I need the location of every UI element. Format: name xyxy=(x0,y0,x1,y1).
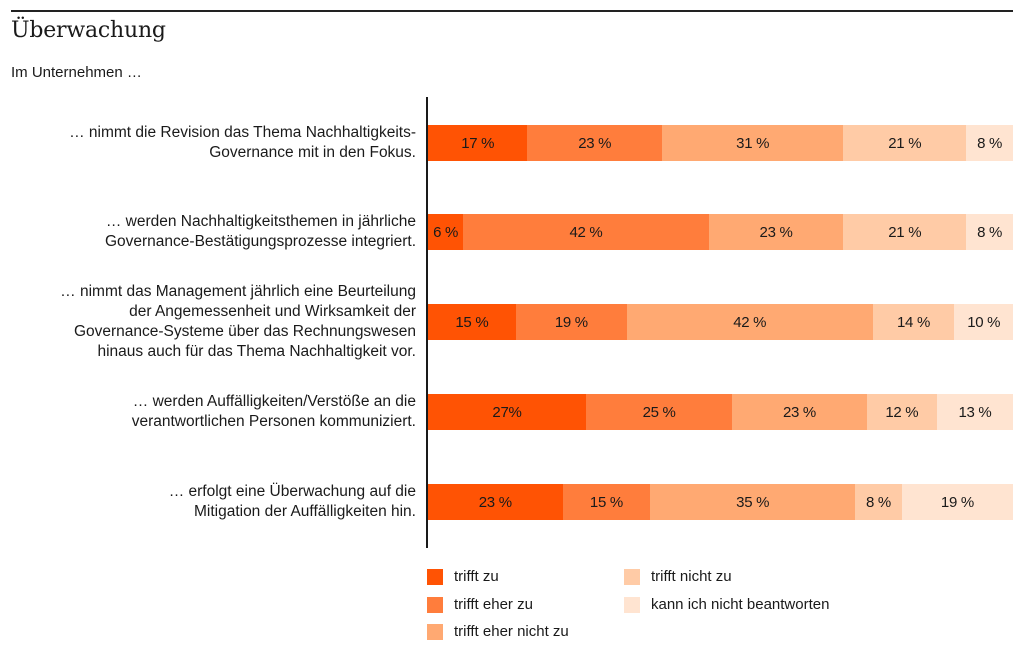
data-label: 19 % xyxy=(554,313,588,331)
data-label: 8 % xyxy=(865,493,891,511)
data-label: 8 % xyxy=(977,223,1003,241)
bar-segment: 8 % xyxy=(855,484,902,520)
bar-segment: 8 % xyxy=(966,214,1013,250)
bar-segment: 35 % xyxy=(650,484,856,520)
bar-segment: 23 % xyxy=(428,484,563,520)
category-label: … werden Nachhaltigkeitsthemen in jährli… xyxy=(104,213,416,250)
bar-segment: 15 % xyxy=(428,304,516,340)
bar-segment: 21 % xyxy=(843,125,967,161)
data-label: 12 % xyxy=(885,403,919,421)
data-label: 25 % xyxy=(642,403,676,421)
bar-segment: 14 % xyxy=(872,304,955,340)
data-label: 42 % xyxy=(733,313,767,331)
legend-item: trifft zu xyxy=(427,568,499,585)
bar-row: 27% 25 % 23 % 12 % 13 % xyxy=(428,394,1013,430)
bar-segment: 10 % xyxy=(954,304,1013,340)
bar-row: 6 % 42 % 23 % 21 % 8 % xyxy=(428,214,1013,250)
bar-segment: 19 % xyxy=(515,304,627,340)
bar-segment: 25 % xyxy=(585,394,733,430)
data-label: 15 % xyxy=(455,313,489,331)
legend-item: trifft nicht zu xyxy=(624,568,732,585)
bar-segment: 23 % xyxy=(708,214,844,250)
data-label: 23 % xyxy=(578,134,612,152)
data-label: 21 % xyxy=(888,223,922,241)
bar-segment: 6 % xyxy=(428,214,464,250)
data-label: 19 % xyxy=(940,493,974,511)
legend-label: trifft zu xyxy=(454,568,499,585)
legend-label: kann ich nicht beantworten xyxy=(651,596,830,613)
category-label: … nimmt die Revision das Thema Nachhalti… xyxy=(69,124,416,161)
data-label: 23 % xyxy=(759,223,793,241)
bar-row: 17 % 23 % 31 % 21 % 8 % xyxy=(428,125,1013,161)
data-label: 21 % xyxy=(888,134,922,152)
legend-item: trifft eher nicht zu xyxy=(427,623,569,640)
legend-label: trifft nicht zu xyxy=(651,568,732,585)
legend-swatch xyxy=(427,596,443,613)
bar-segment: 8 % xyxy=(966,125,1013,161)
data-label: 6 % xyxy=(433,223,459,241)
data-label: 15 % xyxy=(589,493,623,511)
bar-segment: 13 % xyxy=(936,394,1013,430)
data-label: 10 % xyxy=(967,313,1001,331)
bar-row: 15 % 19 % 42 % 14 % 10 % xyxy=(428,304,1013,340)
category-label: … nimmt das Management jährlich eine Beu… xyxy=(60,283,416,360)
top-rule xyxy=(11,10,1013,12)
legend-swatch xyxy=(624,568,640,585)
bar-segment: 12 % xyxy=(866,394,937,430)
data-label: 35 % xyxy=(736,493,770,511)
bar-segment: 27% xyxy=(428,394,586,430)
bar-segment: 42 % xyxy=(626,304,873,340)
data-label: 27% xyxy=(492,403,522,421)
legend-item: trifft eher zu xyxy=(427,596,533,613)
data-label: 23 % xyxy=(782,403,816,421)
bar-segment: 23 % xyxy=(527,125,662,161)
bar-segment: 21 % xyxy=(843,214,967,250)
bar-segment: 15 % xyxy=(562,484,651,520)
data-label: 14 % xyxy=(897,313,931,331)
legend-item: kann ich nicht beantworten xyxy=(624,596,829,613)
data-label: 8 % xyxy=(977,134,1003,152)
category-axis-line xyxy=(426,97,428,548)
category-label: … erfolgt eine Überwachung auf die Mitig… xyxy=(168,483,416,520)
legend-swatch xyxy=(427,568,443,585)
data-label: 23 % xyxy=(478,493,512,511)
legend-swatch xyxy=(427,623,443,640)
chart-subtitle: Im Unternehmen … xyxy=(11,64,142,81)
bar-segment: 31 % xyxy=(661,125,844,161)
bar-segment: 23 % xyxy=(732,394,867,430)
data-label: 13 % xyxy=(958,403,992,421)
chart-title: Überwachung xyxy=(11,18,166,43)
bar-row: 23 % 15 % 35 % 8 % 19 % xyxy=(428,484,1013,520)
bar-segment: 42 % xyxy=(463,214,709,250)
bar-segment: 17 % xyxy=(428,125,528,161)
data-label: 31 % xyxy=(736,134,770,152)
data-label: 42 % xyxy=(569,223,603,241)
legend-label: trifft eher zu xyxy=(454,596,533,613)
bar-segment: 19 % xyxy=(901,484,1013,520)
legend-swatch xyxy=(624,596,640,613)
legend-label: trifft eher nicht zu xyxy=(454,623,569,640)
data-label: 17 % xyxy=(461,134,495,152)
category-label: … werden Auffälligkeiten/Verstöße an die… xyxy=(131,393,416,430)
